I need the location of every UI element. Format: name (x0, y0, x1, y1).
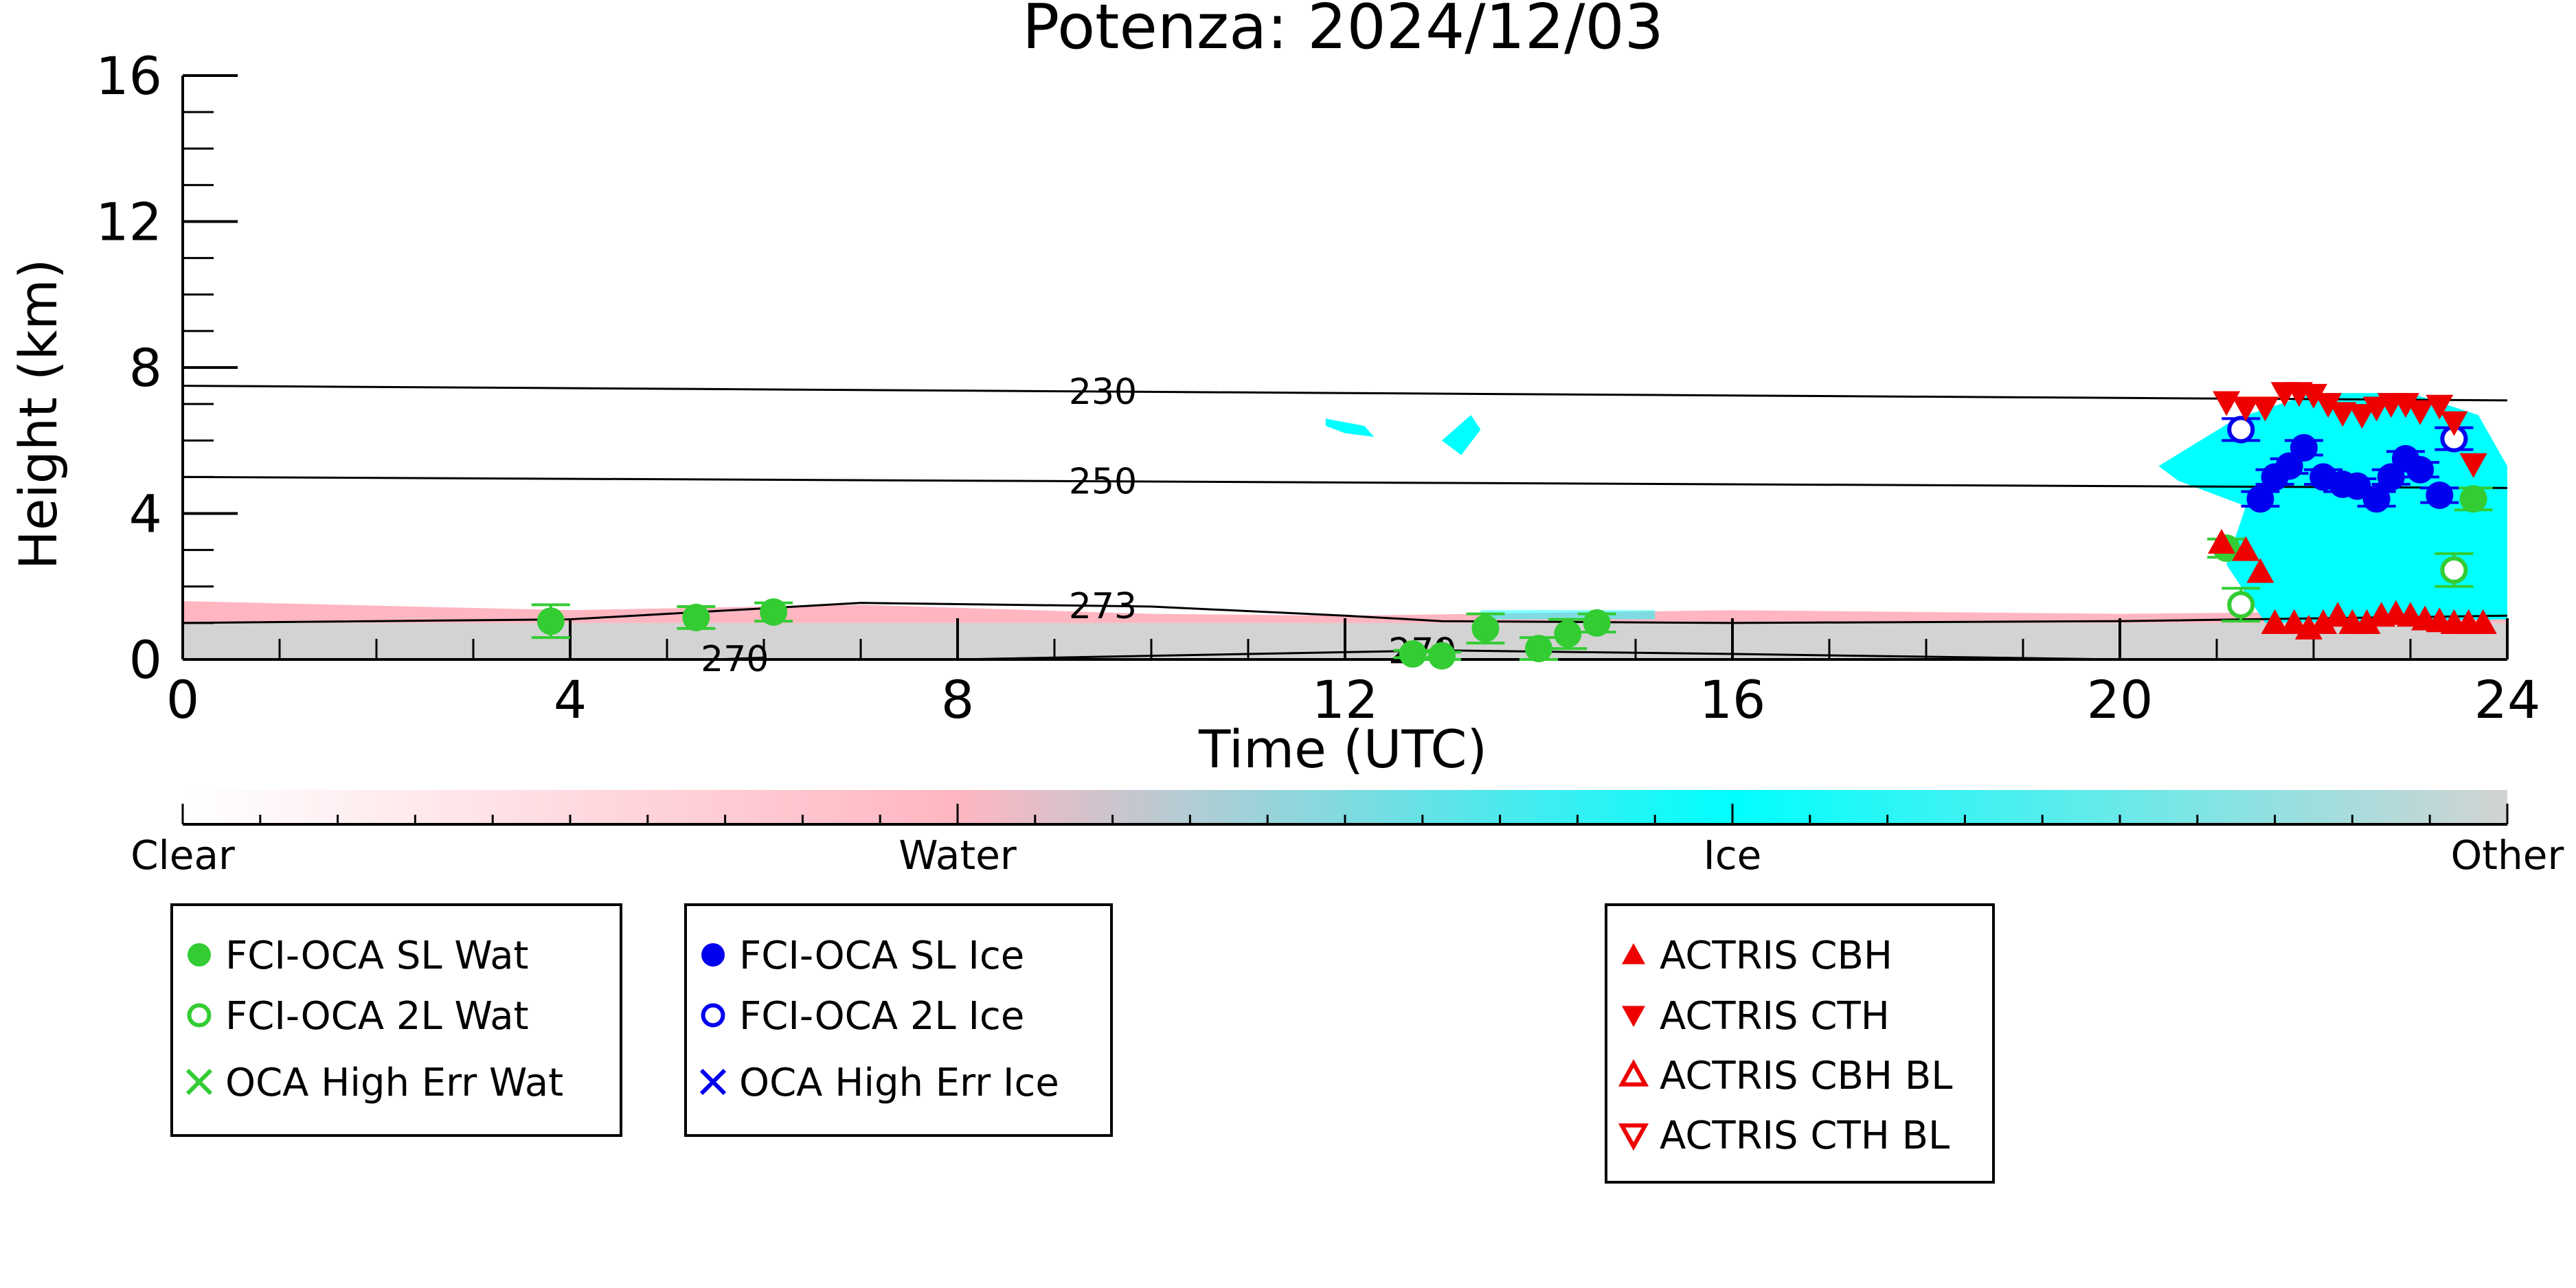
legend-marker (1618, 1123, 1649, 1151)
legend-entry: FCI-OCA SL Wat (225, 934, 529, 978)
data-point (1583, 609, 1611, 637)
legend-marker (1622, 1006, 1645, 1027)
legend-marker (1622, 943, 1645, 964)
chart-title: Potenza: 2024/12/03 (1022, 0, 1664, 63)
data-point (2406, 455, 2434, 484)
data-point (2314, 393, 2342, 418)
y-tick-label: 16 (95, 45, 162, 106)
data-point (2362, 485, 2391, 513)
isotherm-line (182, 475, 2508, 489)
data-point (682, 603, 710, 631)
data-point (1471, 614, 1500, 642)
data-point (2343, 472, 2371, 500)
y-tick-label: 12 (95, 192, 162, 253)
colorbar-label: Ice (1704, 832, 1762, 879)
data-point (2246, 558, 2274, 583)
plot-axes: 0 4 8 12 16 20 24 0 4 8 12 16 (95, 45, 2540, 730)
data-point (2300, 383, 2327, 409)
phase-colorbar: Clear Water Ice Other (131, 790, 2564, 879)
data-point (1554, 620, 1582, 648)
data-point (2426, 481, 2454, 509)
data-point (2459, 453, 2487, 478)
x-tick-label: 24 (2474, 669, 2541, 730)
isotherm-label: 230 (1069, 372, 1137, 413)
x-tick-label: 4 (554, 669, 587, 730)
colorbar-label: Clear (131, 832, 235, 879)
legend: FCI-OCA SL Wat FCI-OCA 2L Wat OCA High Err… (170, 903, 1995, 1184)
colorbar-label: Water (899, 832, 1017, 879)
data-point (2309, 609, 2338, 634)
data-point (2290, 433, 2318, 462)
data-point (2251, 396, 2279, 422)
x-tick-label: 0 (166, 669, 199, 730)
legend-marker (699, 1068, 727, 1096)
y-axis-label: Height (km) (8, 259, 69, 570)
data-point (2208, 529, 2236, 554)
colorbar-label: Other (2451, 832, 2564, 879)
ice-patch (1442, 415, 1481, 455)
data-point (2227, 416, 2255, 444)
legend-entry: FCI-OCA SL Ice (739, 934, 1024, 978)
legend-box (1605, 903, 1995, 1184)
legend-entry: OCA High Err Ice (739, 1061, 1059, 1105)
data-point (2227, 591, 2255, 619)
legend-marker (701, 1003, 725, 1028)
legend-marker (701, 943, 725, 967)
ice-patch (1325, 418, 1375, 437)
x-axis-label: Time (UTC) (1198, 719, 1487, 780)
x-tick-label: 8 (941, 669, 974, 730)
data-point (2440, 556, 2468, 584)
legend-entry: FCI-OCA 2L Wat (225, 994, 529, 1039)
data-point (1525, 635, 1552, 663)
legend-marker (185, 1068, 213, 1096)
data-point (2329, 402, 2357, 427)
data-point (2469, 609, 2497, 634)
legend-entry: OCA High Err Wat (225, 1061, 563, 1105)
x-tick-label: 12 (1312, 669, 1379, 730)
data-point (1399, 640, 1427, 668)
legend-entry: ACTRIS CBH BL (1660, 1054, 1952, 1098)
data-point (760, 598, 788, 626)
legend-entry: ACTRIS CTH (1660, 994, 1890, 1039)
data-point (2246, 485, 2274, 513)
data-point (536, 607, 565, 635)
isotherm-line (182, 385, 2508, 402)
legend-box (170, 903, 622, 1137)
data-point (2324, 602, 2352, 627)
data-point (2353, 609, 2381, 634)
data-point (2426, 394, 2454, 420)
data-point (2280, 609, 2308, 634)
x-tick-label: 16 (1699, 669, 1766, 730)
legend-box (684, 903, 1113, 1137)
y-tick-label: 4 (129, 484, 162, 545)
retrieval-points (531, 382, 2497, 670)
legend-marker (1618, 1059, 1649, 1087)
data-point (2459, 485, 2487, 513)
data-point (2261, 609, 2289, 634)
data-point (2440, 411, 2468, 436)
isotherm-line (182, 602, 2508, 624)
y-tick-label: 8 (129, 337, 162, 398)
y-tick-label: 0 (129, 629, 162, 690)
data-point (2391, 393, 2419, 418)
data-point (1428, 642, 1456, 670)
data-point (2232, 396, 2260, 422)
data-point (2348, 404, 2376, 429)
legend-entry: FCI-OCA 2L Ice (739, 994, 1024, 1039)
legend-marker (188, 943, 211, 967)
legend-entry: ACTRIS CBH (1660, 934, 1893, 978)
isotherm-label: 250 (1069, 462, 1137, 503)
isotherm-label: 273 (1069, 586, 1137, 627)
data-point (2232, 536, 2260, 561)
legend-marker (187, 1003, 212, 1028)
x-tick-label: 20 (2087, 669, 2154, 730)
legend-entry: ACTRIS CTH BL (1660, 1114, 1950, 1158)
data-point (2406, 400, 2434, 425)
